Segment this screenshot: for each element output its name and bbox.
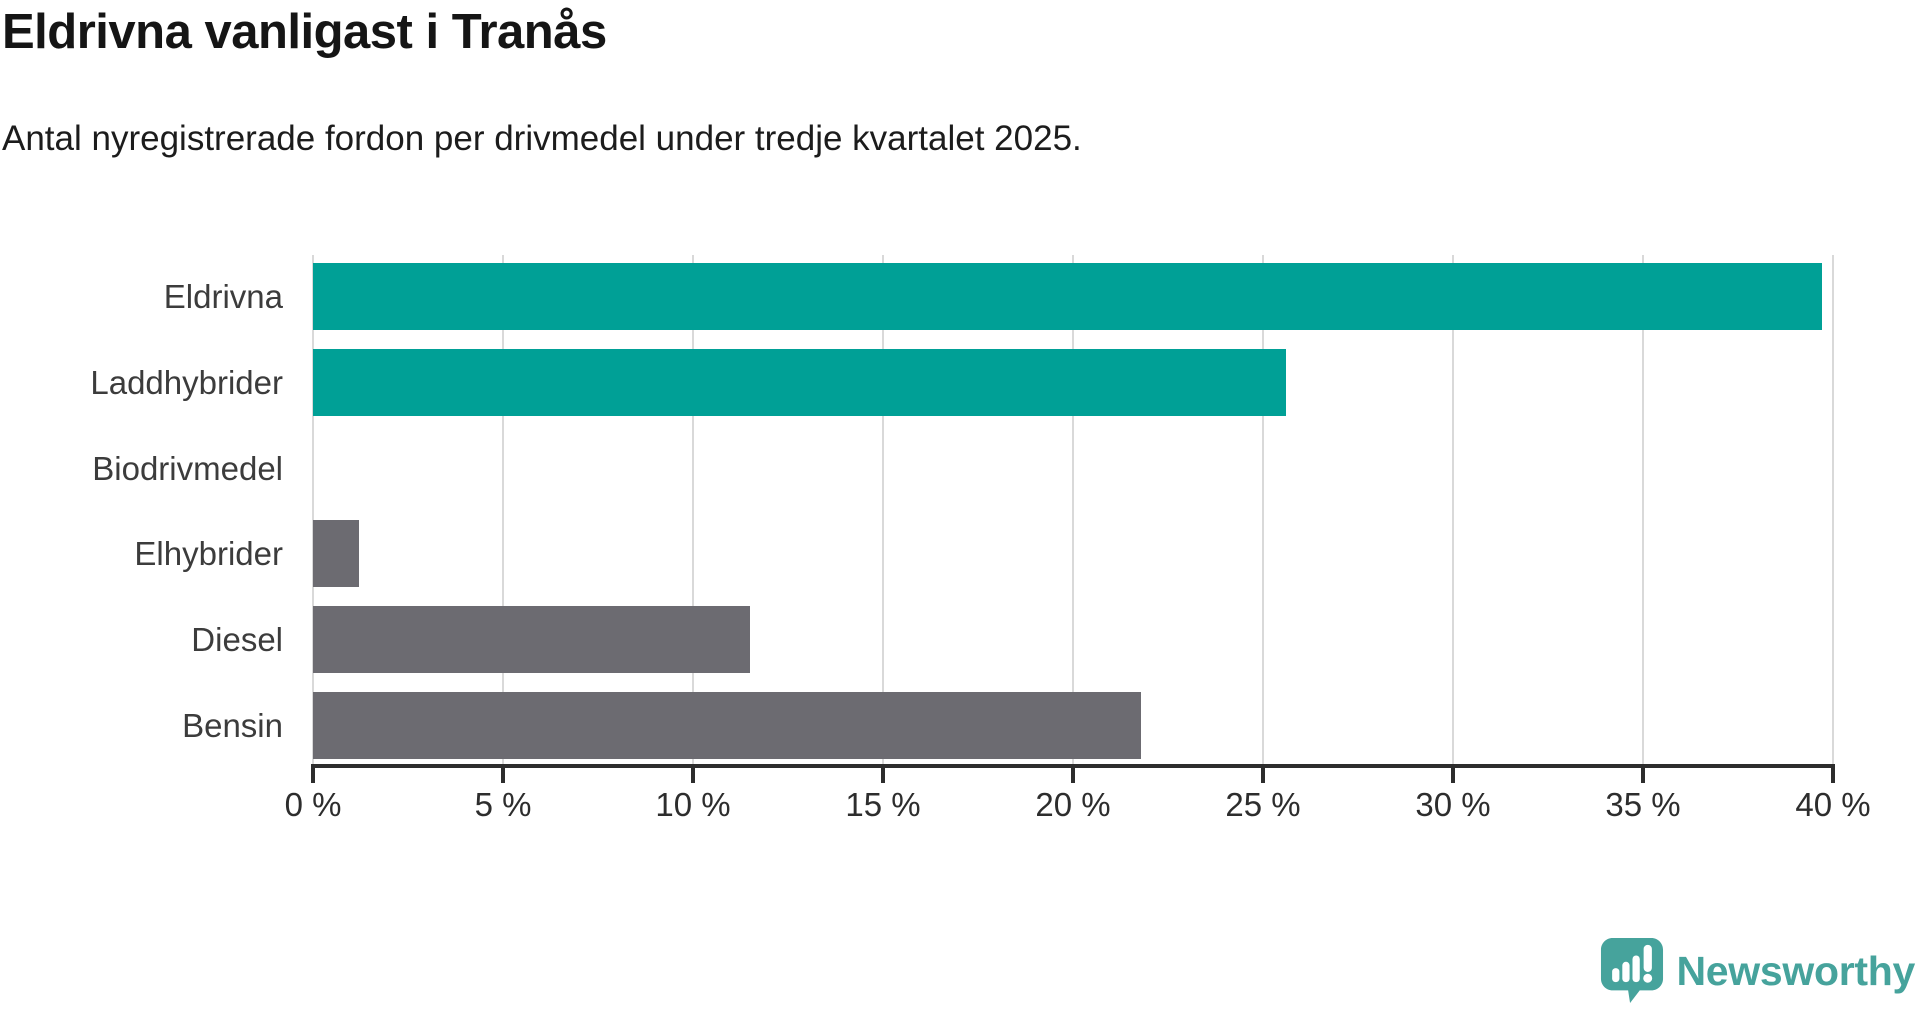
- x-tick-label: 20 %: [1035, 786, 1111, 823]
- x-tick: [311, 764, 315, 783]
- gridline: [502, 255, 504, 765]
- gridline: [1452, 255, 1454, 765]
- bar-row: [313, 263, 1833, 330]
- x-tick-label: 25 %: [1225, 786, 1301, 823]
- x-tick: [1071, 764, 1075, 783]
- bar-row: [313, 606, 1833, 674]
- x-tick-label: 5 %: [474, 786, 532, 823]
- x-ticks-layer: [311, 255, 1835, 783]
- plot-area: 0 % 5 % 10 % 15 % 20 % 25 % 30 % 35 % 40 %: [285, 255, 1871, 823]
- gridline: [882, 255, 884, 765]
- gridline: [312, 255, 314, 765]
- gridline: [1642, 255, 1644, 765]
- bars-layer: [313, 255, 1833, 765]
- bar-row: [313, 692, 1833, 759]
- x-tick: [1451, 764, 1455, 783]
- newsworthy-logo-text: Newsworthy: [1676, 947, 1916, 994]
- newsworthy-logo: Newsworthy: [1600, 936, 1916, 1006]
- x-tick-label: 10 %: [655, 786, 731, 823]
- x-tick-label: 30 %: [1415, 786, 1491, 823]
- bar: [313, 348, 1286, 416]
- bar: [313, 692, 1142, 759]
- x-tick: [1261, 764, 1265, 783]
- x-tick: [691, 764, 695, 783]
- category-label: Laddhybrider: [90, 363, 283, 401]
- x-tick: [881, 764, 885, 783]
- category-label: Elhybrider: [134, 535, 283, 573]
- x-tick-label: 0 %: [284, 786, 342, 823]
- x-tick: [1831, 764, 1835, 783]
- x-tick-label: 35 %: [1605, 786, 1681, 823]
- x-tick: [501, 764, 505, 783]
- chart-title: Eldrivna vanligast i Tranås: [2, 5, 607, 59]
- x-tick-label: 40 %: [1795, 786, 1871, 823]
- bar: [313, 263, 1822, 330]
- x-tick-label: 15 %: [845, 786, 921, 823]
- bar: [313, 606, 750, 674]
- gridline: [1262, 255, 1264, 765]
- category-label: Biodrivmedel: [92, 449, 283, 487]
- x-tick: [1641, 764, 1645, 783]
- chart-subtitle: Antal nyregistrerade fordon per drivmede…: [2, 119, 1082, 158]
- category-labels: Eldrivna Laddhybrider Biodrivmedel Elhybrid…: [0, 255, 283, 765]
- newsworthy-icon: [1600, 938, 1663, 1003]
- category-label: Diesel: [191, 621, 283, 659]
- gridline: [1072, 255, 1074, 765]
- bar-row: [313, 348, 1833, 416]
- bar-row: [313, 520, 1833, 588]
- category-label: Eldrivna: [163, 278, 283, 315]
- gridlines-layer: [312, 255, 1834, 765]
- bar: [313, 520, 359, 588]
- gridline: [1832, 255, 1834, 765]
- category-label: Bensin: [182, 707, 283, 744]
- x-tick-labels-layer: 0 % 5 % 10 % 15 % 20 % 25 % 30 % 35 % 40 %: [285, 255, 1871, 823]
- gridline: [692, 255, 694, 765]
